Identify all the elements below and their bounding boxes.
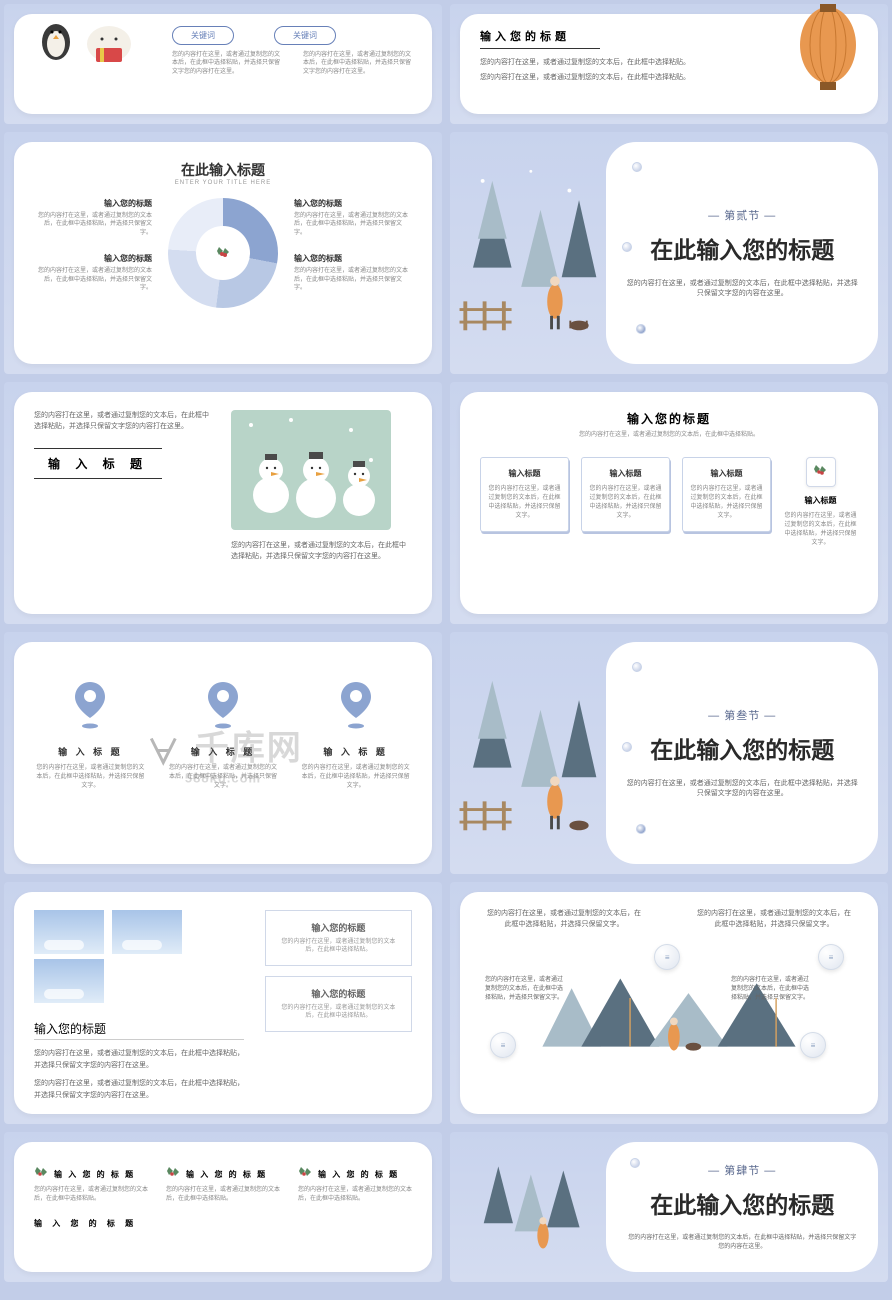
holly-1b-title: 输 入 您 的 标 题 [34,1218,148,1229]
slide-pins: 输 入 标 题 您的内容打在这里，或者通过复制您的文本后，在此框中选择粘贴，并选… [4,632,442,874]
card-1-body: 您的内容打在这里，或者通过复制您的文本后，在此框中选择粘贴，并选择只保留文字。 [487,485,562,521]
holly-3-title: 输 入 您 的 标 题 [318,1169,399,1180]
donut-label-2: 输入您的标题 [34,253,152,264]
holly-3-body: 您的内容打在这里，或者通过复制您的文本后，在此框中选择粘贴。 [298,1186,412,1204]
slide-4cards: 输入您的标题 您的内容打在这里，或者通过复制您的文本后，在此框中选择粘贴。 输入… [450,382,888,624]
card-3-body: 您的内容打在这里，或者通过复制您的文本后，在此框中选择粘贴，并选择只保留文字。 [689,485,764,521]
panel-2-body: 您的内容打在这里，或者通过复制您的文本后，在此框中选择粘贴。 [276,1004,401,1021]
card-2-body: 您的内容打在这里，或者通过复制您的文本后，在此框中选择粘贴，并选择只保留文字。 [588,485,663,521]
lantern-illustration [788,4,868,100]
badge-icon-3: ≡ [501,1041,506,1050]
section-4-desc: 您的内容打在这里，或者通过复制您的文本后，在此框中选择粘贴，并选择只保留文字您的… [626,1234,858,1252]
snowman-illustration [231,410,391,530]
slide-snowman: 您的内容打在这里，或者通过复制您的文本后，在此框中选择粘贴，并选择只保留文字您的… [4,382,442,624]
donut-chart [168,198,278,308]
sky-image-3 [34,959,104,1003]
pin-icon-3 [337,680,375,730]
donut-label-4: 输入您的标题 [294,253,412,264]
slide-keywords: 关键词 关键词 您的内容打在这里，或者通过复制您的文本后，在此框中选择粘贴，并选… [4,4,442,124]
slide-sky: 输入您的标题 您的内容打在这里，或者通过复制您的文本后，在此框中选择粘贴，并选择… [4,882,442,1124]
4cards-sub: 您的内容打在这里，或者通过复制您的文本后，在此框中选择粘贴。 [480,431,858,439]
mtn-bl: 您的内容打在这里，或者通过复制您的文本后，在此框中选择粘贴，并选择只保留文字。 [484,976,564,1003]
holly-1-body: 您的内容打在这里，或者通过复制您的文本后，在此框中选择粘贴。 [34,1186,148,1204]
winter-scene-4 [452,1142,610,1272]
donut-label-1: 输入您的标题 [34,198,152,209]
slide-section-4: — 第肆节 — 在此输入您的标题 您的内容打在这里，或者通过复制您的文本后，在此… [450,1132,888,1282]
pin-3-body: 您的内容打在这里，或者通过复制您的文本后，在此框中选择粘贴，并选择只保留文字。 [299,764,412,791]
pin-1-body: 您的内容打在这里，或者通过复制您的文本后，在此框中选择粘贴，并选择只保留文字。 [34,764,147,791]
lantern-body-2: 您的内容打在这里，或者通过复制您的文本后，在此框中选择粘贴。 [480,72,707,83]
donut-label-3: 输入您的标题 [294,198,412,209]
snowman-body: 您的内容打在这里，或者通过复制您的文本后，在此框中选择粘贴，并选择只保留文字您的… [34,410,215,432]
sky-body-2: 您的内容打在这里，或者通过复制您的文本后，在此框中选择粘贴，并选择只保留文字您的… [34,1078,247,1102]
section-2-desc: 您的内容打在这里，或者通过复制您的文本后，在此框中选择粘贴，并选择只保留文字您的… [626,279,858,300]
slide-donut: 在此输入标题 ENTER YOUR TITLE HERE 输入您的标题 您的内容… [4,132,442,374]
keyword-text-1: 您的内容打在这里，或者通过复制您的文本后，在此框中选择粘贴，并选择只保留文字您的… [172,51,283,76]
slide-section-2: — 第贰节 — 在此输入您的标题 您的内容打在这里，或者通过复制您的文本后，在此… [450,132,888,374]
card-2-title: 输入标题 [588,468,663,479]
keyword-pill-1: 关键词 [172,26,234,45]
donut-desc-2: 您的内容打在这里，或者通过复制您的文本后，在此框中选择粘贴，并选择只保留文字。 [34,267,152,292]
lantern-body-1: 您的内容打在这里，或者通过复制您的文本后，在此框中选择粘贴。 [480,57,707,68]
pin-icon-1 [71,680,109,730]
section-3-tag: — 第叁节 — [708,707,776,723]
pin-icon-2 [204,680,242,730]
section-4-tag: — 第肆节 — [708,1162,776,1178]
donut-subtitle: ENTER YOUR TITLE HERE [34,180,412,186]
panel-1-body: 您的内容打在这里，或者通过复制您的文本后，在此框中选择粘贴。 [276,938,401,955]
section-3-title: 在此输入您的标题 [650,731,834,765]
snowman-title: 输 入 标 题 [34,448,162,479]
panel-1-title: 输入您的标题 [276,921,401,934]
slide-lantern: 输入您的标题 您的内容打在这里，或者通过复制您的文本后，在此框中选择粘贴。 您的… [450,4,888,124]
mtn-top-2: 您的内容打在这里，或者通过复制您的文本后，在此框中选择粘贴，并选择只保留文字。 [694,908,854,930]
slide-mountains: 您的内容打在这里，或者通过复制您的文本后，在此框中选择粘贴，并选择只保留文字。 … [450,882,888,1124]
badge-icon-4: ≡ [811,1041,816,1050]
badge-icon-1: ≡ [665,953,670,962]
sky-body-1: 您的内容打在这里，或者通过复制您的文本后，在此框中选择粘贴，并选择只保留文字您的… [34,1048,247,1072]
section-2-title: 在此输入您的标题 [650,231,834,265]
keyword-text-2: 您的内容打在这里，或者通过复制您的文本后，在此框中选择粘贴，并选择只保留文字您的… [303,51,414,76]
keyword-pill-2: 关键词 [274,26,336,45]
slide-holly3: 输 入 您 的 标 题 您的内容打在这里，或者通过复制您的文本后，在此框中选择粘… [4,1132,442,1282]
section-3-desc: 您的内容打在这里，或者通过复制您的文本后，在此框中选择粘贴，并选择只保留文字您的… [626,779,858,800]
snowman-body-2: 您的内容打在这里，或者通过复制您的文本后，在此框中选择粘贴，并选择只保留文字您的… [231,540,412,562]
pin-2-title: 输 入 标 题 [167,745,280,758]
card-4-title: 输入标题 [783,495,858,506]
pin-2-body: 您的内容打在这里，或者通过复制您的文本后，在此框中选择粘贴，并选择只保留文字。 [167,764,280,791]
donut-desc-3: 您的内容打在这里，或者通过复制您的文本后，在此框中选择粘贴，并选择只保留文字。 [294,212,412,237]
donut-title: 在此输入标题 [34,160,412,180]
sky-image-2 [112,910,182,954]
donut-desc-1: 您的内容打在这里，或者通过复制您的文本后，在此框中选择粘贴，并选择只保留文字。 [34,212,152,237]
card-3-title: 输入标题 [689,468,764,479]
donut-desc-4: 您的内容打在这里，或者通过复制您的文本后，在此框中选择粘贴，并选择只保留文字。 [294,267,412,292]
sky-title: 输入您的标题 [34,1020,247,1037]
winter-scene-3 [452,652,610,864]
pin-3-title: 输 入 标 题 [299,745,412,758]
winter-scene-2 [452,152,610,364]
pin-1-title: 输 入 标 题 [34,745,147,758]
sky-image-1 [34,910,104,954]
slide-section-3: — 第叁节 — 在此输入您的标题 您的内容打在这里，或者通过复制您的文本后，在此… [450,632,888,874]
badge-icon-2: ≡ [829,953,834,962]
panel-2-title: 输入您的标题 [276,987,401,1000]
card-1-title: 输入标题 [487,468,562,479]
card-4-body: 您的内容打在这里，或者通过复制您的文本后，在此框中选择粘贴，并选择只保留文字。 [783,512,858,548]
4cards-title: 输入您的标题 [480,410,858,427]
section-2-tag: — 第贰节 — [708,207,776,223]
holly-1-title: 输 入 您 的 标 题 [54,1169,135,1180]
section-4-title: 在此输入您的标题 [650,1186,834,1220]
penguin-bear-illustration [34,4,144,64]
holly-2-title: 输 入 您 的 标 题 [186,1169,267,1180]
mtn-top-1: 您的内容打在这里，或者通过复制您的文本后，在此框中选择粘贴，并选择只保留文字。 [484,908,644,930]
holly-2-body: 您的内容打在这里，或者通过复制您的文本后，在此框中选择粘贴。 [166,1186,280,1204]
mtn-br: 您的内容打在这里，或者通过复制您的文本后，在此框中选择粘贴，并选择只保留文字。 [730,976,810,1003]
